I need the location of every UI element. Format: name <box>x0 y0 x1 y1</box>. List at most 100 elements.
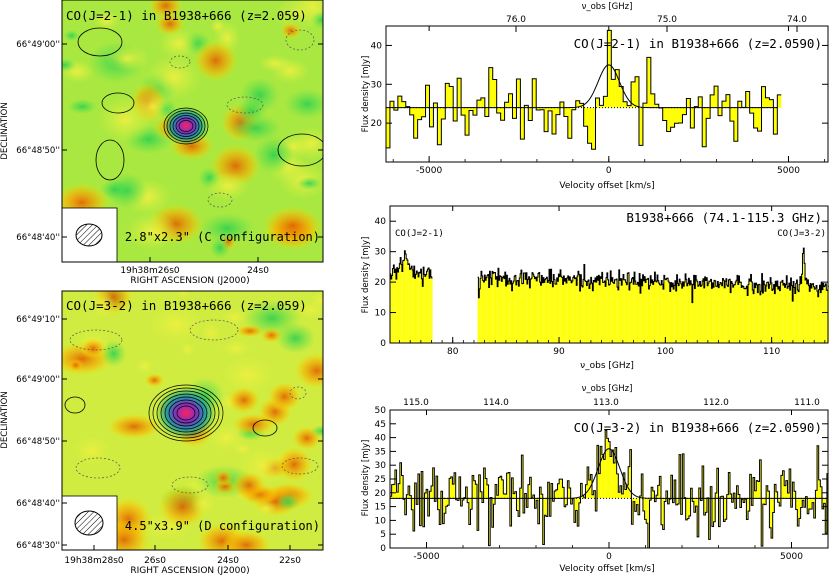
spectrum-bar <box>423 267 425 343</box>
spectrum-bar <box>730 292 732 343</box>
spectrum-bar <box>492 79 497 108</box>
spectrum-bar <box>607 30 612 108</box>
spectrum-bar <box>786 275 788 343</box>
spectrum-bar <box>434 498 436 502</box>
spectrum-bar <box>751 281 753 343</box>
spectrum-bar <box>560 479 563 499</box>
map1-beam-ellipse <box>75 223 103 247</box>
spectrum-bar <box>507 284 509 343</box>
spectrum-bar <box>514 491 517 499</box>
spectrum-bar <box>389 101 394 108</box>
spectrum-bar <box>809 291 811 343</box>
spectrum-bar <box>812 283 814 343</box>
spectrum-bar <box>626 484 629 499</box>
spectrum-bar <box>618 269 620 343</box>
spectrum-bar <box>433 102 438 108</box>
spectrum-bar <box>754 287 756 343</box>
spectrum-bar <box>635 284 637 343</box>
spectrum-bar <box>818 479 821 499</box>
spectrum-bar <box>665 279 667 343</box>
spectrum-bar <box>674 280 676 343</box>
spectrum-bar <box>584 280 586 343</box>
spectrum-bar <box>572 277 574 343</box>
spectrum-bar <box>481 498 484 503</box>
spectrum-bar <box>419 498 422 526</box>
spectrum-bar <box>796 280 798 343</box>
spectrum-bar <box>410 268 412 343</box>
spectrum-bar <box>680 498 683 515</box>
spectrum-bar <box>462 498 464 500</box>
spectrum-bar <box>425 274 427 343</box>
spectrum-bar <box>559 479 561 499</box>
spectrum1-panel: -5000 0 5000 20 30 40 CO(J=2-1) in B1938+666 (… <box>361 2 829 191</box>
spectrum-bar <box>399 263 401 343</box>
spectrum-bar <box>810 287 812 343</box>
intensity-blob <box>146 304 205 346</box>
spectrum-bar <box>490 277 492 343</box>
spectrum-bar <box>670 475 673 499</box>
spectrum-bar <box>473 480 476 499</box>
spectrum-bar <box>579 291 581 343</box>
spectrum-bar <box>587 107 592 144</box>
ytick-label: 25 <box>375 475 386 485</box>
intensity-blob <box>240 77 280 113</box>
spectrum-bar <box>718 287 720 343</box>
spectrum-bar <box>465 487 468 499</box>
spectrum-bar <box>484 107 489 117</box>
spectrum-bar <box>611 449 614 499</box>
intensity-blob <box>89 291 116 320</box>
spectrum-bar <box>495 279 497 343</box>
spectrum-bar <box>621 285 623 343</box>
spectrum-bar <box>455 498 458 500</box>
spectrum-bar <box>752 289 754 343</box>
spectrum-bar <box>492 273 494 343</box>
spectrum-bar <box>681 288 683 343</box>
spectrum-bar <box>493 272 495 343</box>
ytick-label: 20 <box>371 119 383 129</box>
spectrum-bar <box>429 269 431 343</box>
spectrum-bar <box>750 274 752 343</box>
spectrum-bar <box>561 277 563 343</box>
spectrum-bar <box>710 279 712 343</box>
spectrum-bar <box>470 498 473 510</box>
spectrum-bar <box>748 284 749 343</box>
spectrum-bar <box>422 498 425 527</box>
spectrum-bar <box>634 498 637 512</box>
spectrum-bar <box>637 282 639 343</box>
intensity-blob <box>275 492 301 511</box>
intensity-blob <box>284 88 323 119</box>
spectrum-bar <box>659 476 662 499</box>
spectrum-bar <box>615 69 620 108</box>
spectrum-bar <box>524 272 526 343</box>
spectrum-bar <box>781 282 783 343</box>
spectrum-bar <box>645 282 646 343</box>
spectrum-bar <box>619 86 624 108</box>
ytick-label: 35 <box>375 447 386 457</box>
spectrum-bar <box>683 286 685 343</box>
spectrum-bar <box>686 98 691 108</box>
spectrum-bar <box>817 296 819 343</box>
spectrum-bar <box>756 480 758 499</box>
spectrum-bar <box>610 456 612 499</box>
spectrum-bar <box>825 498 827 534</box>
spectrum2-panel: 80 90 100 110 0 10 20 30 40 B1938+666 (74.1-115.3… <box>361 205 829 371</box>
spectrum-bar <box>401 101 406 108</box>
spectrum-bar <box>723 498 726 522</box>
spectrum-bar <box>629 449 632 499</box>
spectrum-bar <box>774 293 776 343</box>
spectrum-bar <box>417 473 420 499</box>
spectrum-bar <box>729 493 732 499</box>
spectrum-bar <box>661 498 663 525</box>
spectrum-bar <box>603 459 606 499</box>
spectrum-bar <box>530 279 532 343</box>
spectrum-bar <box>742 286 744 343</box>
spectrum-bar <box>690 280 692 343</box>
spectrum-bar <box>769 498 772 528</box>
spectrum-bar <box>662 107 667 121</box>
intensity-blob <box>104 45 151 72</box>
spectrum-bar <box>445 498 448 507</box>
spectrum-bar <box>504 494 507 499</box>
spectrum-bar <box>719 284 720 343</box>
spectrum-bar <box>671 286 673 343</box>
spectrum-bar <box>698 96 703 108</box>
